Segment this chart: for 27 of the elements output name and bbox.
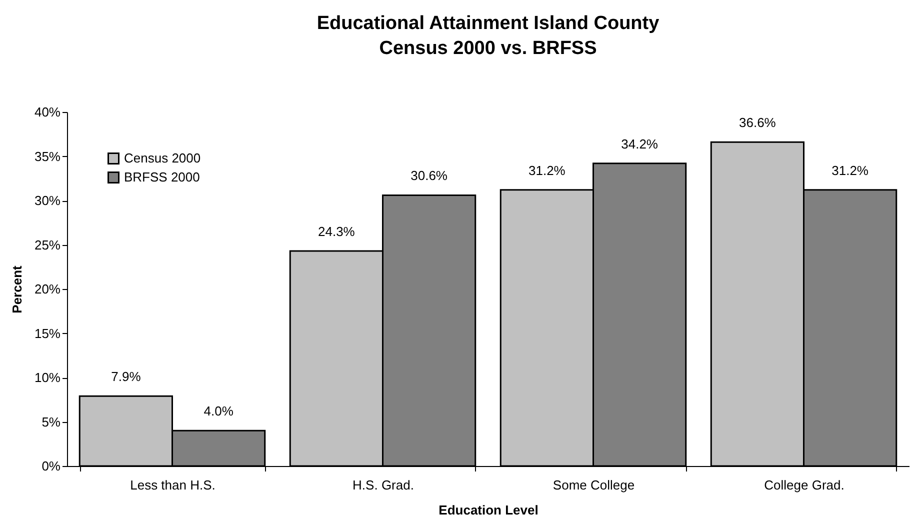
chart-subtitle: Census 2000 vs. BRFSS — [379, 38, 597, 59]
y-tick-label: 35% — [34, 148, 61, 164]
chart-title: Educational Attainment Island County — [316, 13, 660, 34]
x-tick-label: College Grad. — [764, 478, 844, 492]
y-tick-label: 5% — [42, 414, 61, 430]
y-tick-label: 25% — [34, 237, 61, 252]
data-label: 31.2% — [832, 162, 869, 178]
data-label: 7.9% — [111, 369, 142, 384]
data-label: 24.3% — [318, 224, 356, 239]
y-tick-label: 10% — [34, 370, 61, 385]
y-tick-label: 15% — [34, 326, 61, 341]
legend-label: Census 2000 — [124, 150, 201, 166]
x-tick-label: H.S. Grad. — [352, 478, 414, 492]
y-tick-label: 30% — [34, 193, 61, 208]
y-tick-label: 40% — [34, 104, 61, 120]
y-tick-label: 20% — [34, 282, 61, 296]
y-tick-label: 0% — [42, 458, 61, 474]
data-label: 4.0% — [204, 404, 234, 419]
x-tick-label: Less than H.S. — [130, 478, 216, 492]
data-label: 34.2% — [621, 136, 658, 152]
y-axis-title: Percent — [9, 264, 24, 314]
data-label: 36.6% — [739, 115, 776, 130]
legend-label: BRFSS 2000 — [124, 170, 200, 184]
x-axis-title: Education Level — [438, 502, 538, 518]
data-label: 30.6% — [410, 168, 448, 184]
x-tick-label: Some College — [552, 478, 635, 492]
data-label: 31.2% — [528, 162, 566, 178]
